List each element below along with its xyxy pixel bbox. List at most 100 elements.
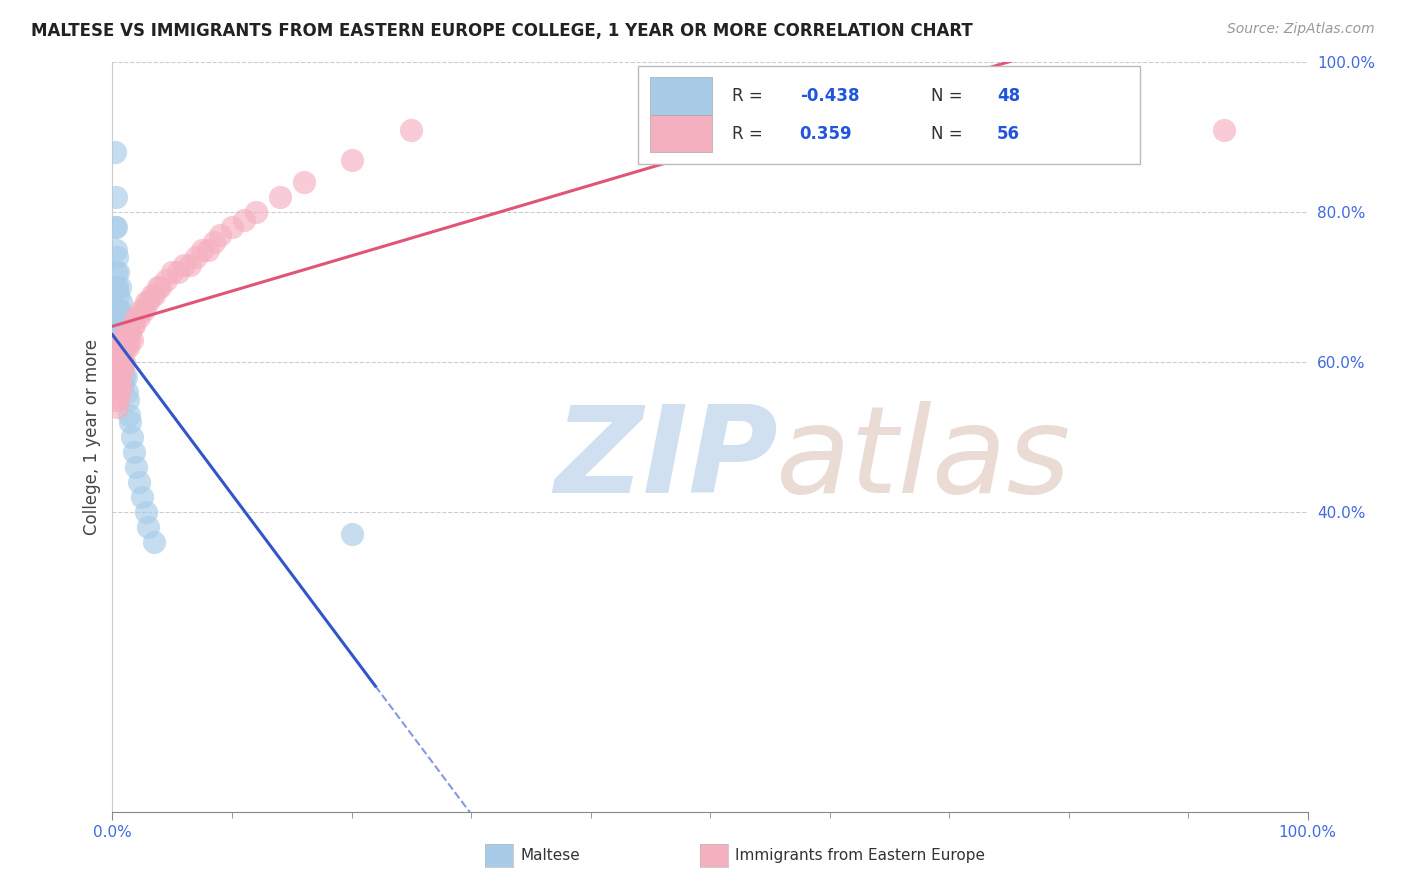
FancyBboxPatch shape xyxy=(651,78,713,115)
Point xyxy=(143,287,166,301)
Point xyxy=(179,258,201,272)
Point xyxy=(108,362,131,376)
Point xyxy=(110,340,132,354)
Text: 48: 48 xyxy=(997,87,1019,105)
Point xyxy=(118,408,141,422)
Point xyxy=(118,333,141,347)
Point xyxy=(111,355,134,369)
Point xyxy=(143,535,166,549)
Point xyxy=(121,430,143,444)
Point xyxy=(173,258,195,272)
Point xyxy=(108,280,131,294)
Point xyxy=(125,310,148,325)
Point xyxy=(122,318,145,332)
Point xyxy=(108,318,131,332)
Text: R =: R = xyxy=(731,125,768,143)
Point xyxy=(107,265,129,279)
Point xyxy=(114,340,136,354)
Point xyxy=(401,123,423,137)
Point xyxy=(105,280,128,294)
Point xyxy=(340,527,363,541)
Point xyxy=(110,355,132,369)
Point xyxy=(114,370,135,384)
Point xyxy=(104,220,127,235)
Text: ZIP: ZIP xyxy=(554,401,779,518)
Point xyxy=(108,362,131,376)
Point xyxy=(108,340,131,354)
Point xyxy=(107,392,129,407)
Point xyxy=(117,340,139,354)
Point xyxy=(245,205,267,219)
Point xyxy=(155,273,177,287)
Point xyxy=(221,220,243,235)
Point xyxy=(112,362,135,376)
Point xyxy=(114,333,135,347)
Point xyxy=(108,333,131,347)
Point xyxy=(114,340,135,354)
Point xyxy=(105,250,128,264)
Point xyxy=(107,348,129,362)
Point xyxy=(112,377,135,392)
Point xyxy=(146,280,169,294)
Point xyxy=(131,490,153,504)
Point xyxy=(104,145,127,160)
Text: -0.438: -0.438 xyxy=(800,87,859,105)
Point xyxy=(129,302,152,317)
Point xyxy=(138,295,160,310)
Point xyxy=(107,302,129,317)
FancyBboxPatch shape xyxy=(651,115,713,153)
Point xyxy=(105,220,128,235)
Point xyxy=(167,265,190,279)
Point xyxy=(111,333,134,347)
Point xyxy=(105,190,128,204)
Point xyxy=(141,287,163,301)
Point xyxy=(111,355,134,369)
Point xyxy=(120,325,142,339)
Point xyxy=(128,310,150,325)
Point xyxy=(105,400,128,414)
Point xyxy=(135,505,157,519)
Point xyxy=(209,227,232,242)
Point xyxy=(114,370,136,384)
Point xyxy=(233,212,256,227)
Point xyxy=(105,370,128,384)
Text: atlas: atlas xyxy=(776,401,1071,518)
Text: Source: ZipAtlas.com: Source: ZipAtlas.com xyxy=(1227,22,1375,37)
Point xyxy=(107,287,129,301)
Point xyxy=(138,520,160,534)
Text: N =: N = xyxy=(931,87,967,105)
Text: R =: R = xyxy=(731,87,768,105)
Point xyxy=(202,235,225,250)
Point xyxy=(105,377,128,392)
Point xyxy=(108,377,131,392)
Point xyxy=(128,475,150,489)
Point xyxy=(111,333,134,347)
Point xyxy=(110,377,132,392)
Point xyxy=(110,355,132,369)
FancyBboxPatch shape xyxy=(638,66,1140,163)
Point xyxy=(105,243,128,257)
Text: 0.359: 0.359 xyxy=(800,125,852,143)
Point xyxy=(108,385,131,400)
Point xyxy=(186,250,208,264)
Y-axis label: College, 1 year or more: College, 1 year or more xyxy=(83,339,101,535)
Point xyxy=(105,280,128,294)
Point xyxy=(125,460,148,475)
Text: MALTESE VS IMMIGRANTS FROM EASTERN EUROPE COLLEGE, 1 YEAR OR MORE CORRELATION CH: MALTESE VS IMMIGRANTS FROM EASTERN EUROP… xyxy=(31,22,973,40)
Point xyxy=(105,302,128,317)
Text: Maltese: Maltese xyxy=(520,848,579,863)
Point xyxy=(110,377,132,392)
Text: 56: 56 xyxy=(997,125,1019,143)
Point xyxy=(110,318,132,332)
Point xyxy=(122,445,145,459)
Text: N =: N = xyxy=(931,125,967,143)
Point xyxy=(1213,123,1236,137)
Point xyxy=(107,318,129,332)
Point xyxy=(340,153,363,167)
Point xyxy=(121,333,143,347)
Point xyxy=(112,355,135,369)
Point xyxy=(108,302,131,317)
Point xyxy=(120,415,142,429)
Point xyxy=(108,348,131,362)
Point xyxy=(112,340,135,354)
